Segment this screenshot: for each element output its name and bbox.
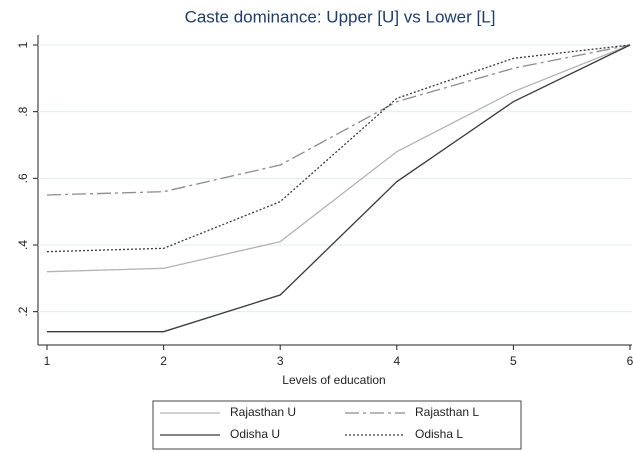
legend-label: Odisha L <box>415 427 463 441</box>
series-line <box>47 44 631 333</box>
series-line <box>46 44 631 253</box>
x-axis-label: Levels of education <box>282 373 385 387</box>
legend-box <box>152 400 522 450</box>
x-tick-label: 2 <box>160 354 167 368</box>
chart-title: Caste dominance: Upper [U] vs Lower [L] <box>185 7 496 26</box>
y-tick-label: 1 <box>16 41 30 48</box>
legend-label: Rajasthan L <box>415 405 479 419</box>
x-tick-label: 4 <box>393 354 400 368</box>
x-tick-label: 5 <box>510 354 517 368</box>
legend-label: Odisha U <box>230 427 280 441</box>
y-tick-label: .4 <box>16 240 30 250</box>
y-tick-label: .8 <box>16 106 30 116</box>
series-line <box>46 44 631 196</box>
y-tick-label: .2 <box>16 306 30 316</box>
x-tick-label: 1 <box>44 354 51 368</box>
x-tick-label: 6 <box>627 354 633 368</box>
legend-label: Rajasthan U <box>230 405 296 419</box>
y-tick-label: .6 <box>16 173 30 183</box>
x-tick-label: 3 <box>277 354 284 368</box>
series-line <box>46 44 631 273</box>
